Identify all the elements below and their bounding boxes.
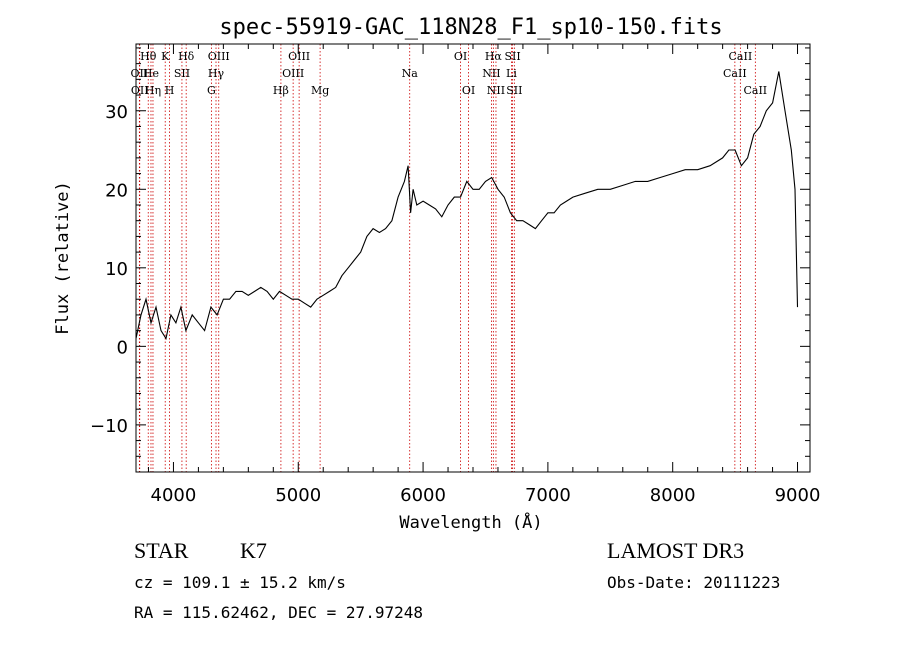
spectral-line-label: Li — [506, 67, 517, 80]
spectral-line-label: SII — [504, 50, 520, 63]
x-axis-ticks: 4000 5000 6000 7000 8000 9000 — [147, 44, 821, 506]
spectral-line-label: Hβ — [273, 84, 289, 97]
spectral-line-label: OIII — [208, 50, 230, 63]
spectral-line-label: Na — [402, 67, 419, 80]
x-tick-label: 4000 — [151, 485, 197, 506]
x-tick-label: 9000 — [775, 485, 821, 506]
y-tick-label: 20 — [105, 180, 128, 201]
spectral-line-label: OII — [131, 67, 149, 80]
y-axis-ticks: −10 0 10 20 30 — [90, 47, 810, 457]
y-tick-label: 10 — [105, 259, 128, 280]
spectral-line-label: CaII — [723, 67, 747, 80]
spectral-line-label: Hγ — [208, 67, 225, 80]
y-axis-label: Flux (relative) — [53, 181, 73, 335]
x-tick-label: 6000 — [400, 485, 446, 506]
spectral-line-label: CaII — [729, 50, 753, 63]
spectral-line-label: Hδ — [178, 50, 195, 63]
spectral-line-label: G — [207, 84, 216, 97]
spectral-line-label: OIII — [282, 67, 304, 80]
x-tick-label: 7000 — [525, 485, 571, 506]
spectral-line-label: SII — [174, 67, 190, 80]
observation-date: Obs-Date: 20111223 — [607, 573, 781, 592]
spectral-line-label: OIII — [288, 50, 310, 63]
x-tick-label: 8000 — [650, 485, 696, 506]
spectral-line-markers — [138, 44, 756, 472]
y-tick-label: 30 — [105, 102, 128, 123]
spectral-line-label: K — [161, 50, 170, 63]
subclass: K7 — [240, 538, 267, 563]
flux-series-line — [135, 71, 799, 340]
spectral-line-label: He — [143, 67, 159, 80]
spectral-line-label: OII — [131, 84, 149, 97]
spectrum-chart: spec-55919-GAC_118N28_F1_sp10-150.fits H… — [53, 15, 821, 533]
spectral-line-label: Hθ — [140, 50, 157, 63]
survey-name: LAMOST DR3 — [607, 538, 745, 563]
chart-title: spec-55919-GAC_118N28_F1_sp10-150.fits — [219, 15, 722, 40]
spectral-line-label: Hη — [145, 84, 161, 97]
spectral-line-label: NII — [487, 84, 505, 97]
spectral-line-label: SII — [506, 84, 522, 97]
plot-frame — [135, 43, 811, 473]
object-class: STAR — [134, 538, 189, 563]
spectral-line-label: Mg — [311, 84, 329, 97]
y-tick-label: 0 — [117, 337, 128, 358]
coordinates: RA = 115.62462, DEC = 27.97248 — [134, 603, 423, 622]
spectral-line-label: OI — [462, 84, 475, 97]
spectral-line-label: OI — [454, 50, 467, 63]
x-tick-label: 5000 — [275, 485, 321, 506]
y-tick-label: −10 — [90, 416, 128, 437]
spectral-line-label: H — [165, 84, 175, 97]
x-axis-label: Wavelength (Å) — [399, 511, 542, 533]
spectral-line-label: NII — [482, 67, 500, 80]
spectral-line-label: CaII — [743, 84, 767, 97]
spectral-line-label: Hα — [485, 50, 503, 63]
redshift-value: cz = 109.1 ± 15.2 km/s — [134, 573, 346, 592]
